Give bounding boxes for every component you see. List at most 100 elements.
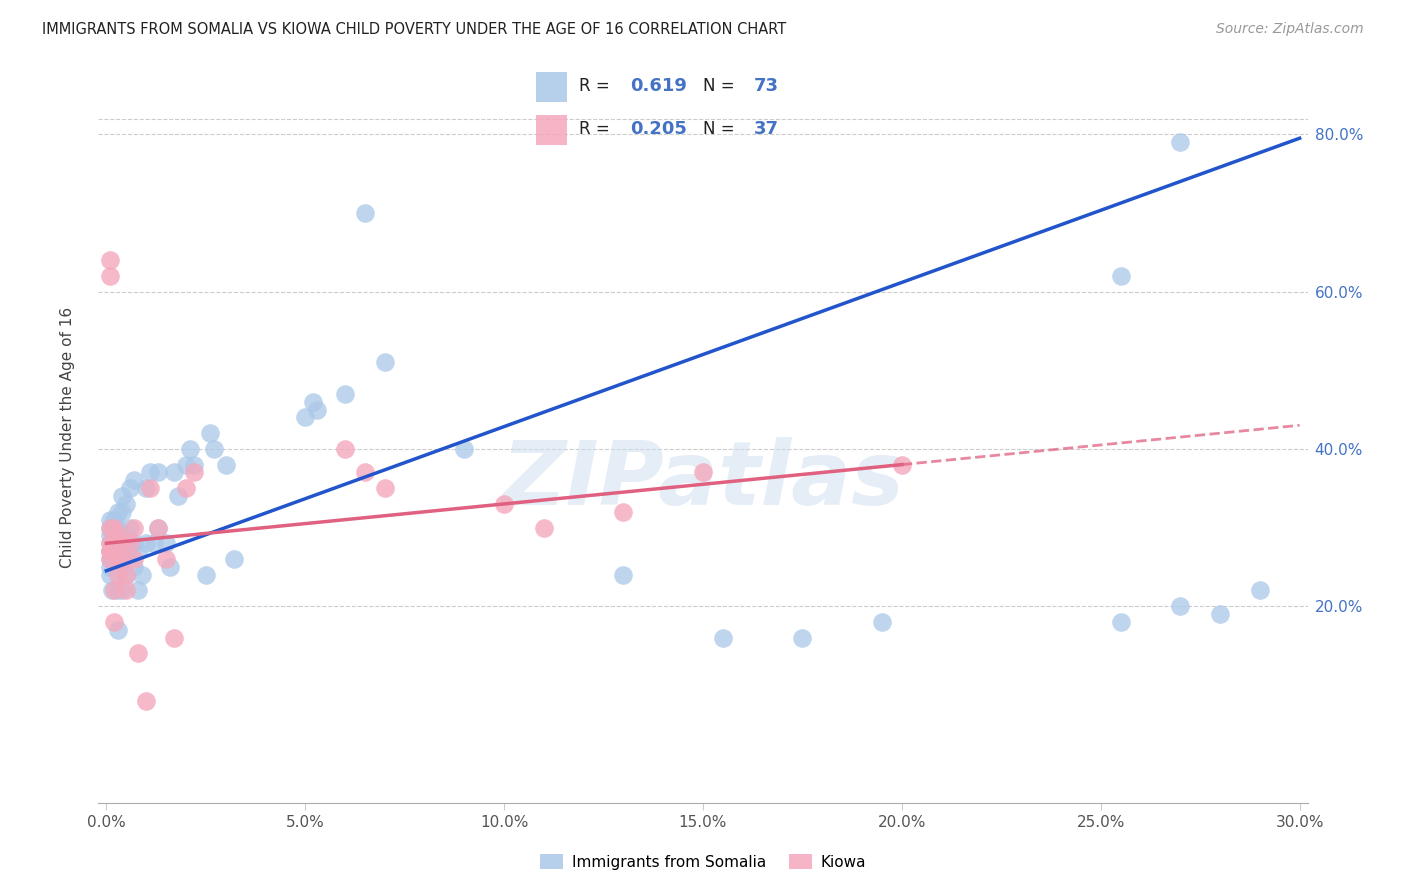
Point	[354, 206, 377, 220]
Point	[302, 394, 325, 409]
Point	[98, 559, 121, 574]
Point	[127, 544, 149, 558]
Point	[135, 481, 157, 495]
Text: N =: N =	[703, 120, 740, 138]
Point	[163, 631, 186, 645]
Point	[1168, 599, 1191, 614]
Point	[98, 536, 121, 550]
Point	[98, 544, 121, 558]
Point	[120, 481, 142, 495]
Point	[111, 536, 134, 550]
Point	[163, 466, 186, 480]
Point	[612, 567, 634, 582]
Text: 37: 37	[754, 120, 779, 138]
Point	[122, 552, 145, 566]
Point	[135, 536, 157, 550]
Point	[131, 567, 153, 582]
Point	[115, 583, 138, 598]
Point	[122, 520, 145, 534]
Point	[111, 552, 134, 566]
Text: IMMIGRANTS FROM SOMALIA VS KIOWA CHILD POVERTY UNDER THE AGE OF 16 CORRELATION C: IMMIGRANTS FROM SOMALIA VS KIOWA CHILD P…	[42, 22, 786, 37]
Point	[111, 583, 134, 598]
Text: R =: R =	[579, 78, 614, 95]
Point	[103, 615, 125, 629]
Point	[374, 355, 396, 369]
Point	[103, 520, 125, 534]
Point	[194, 567, 217, 582]
Point	[103, 536, 125, 550]
Point	[146, 520, 169, 534]
Point	[103, 520, 125, 534]
Point	[115, 567, 138, 582]
Point	[354, 466, 377, 480]
Point	[139, 466, 162, 480]
Point	[115, 544, 138, 558]
Point	[202, 442, 225, 456]
Point	[333, 387, 356, 401]
Point	[107, 552, 129, 566]
Point	[107, 528, 129, 542]
Point	[127, 583, 149, 598]
Point	[1109, 615, 1132, 629]
Point	[183, 466, 205, 480]
Point	[692, 466, 714, 480]
Point	[98, 544, 121, 558]
Point	[494, 497, 516, 511]
Point	[98, 268, 121, 283]
Point	[890, 458, 912, 472]
Point	[333, 442, 356, 456]
Text: R =: R =	[579, 120, 614, 138]
Point	[120, 536, 142, 550]
Point	[107, 536, 129, 550]
Point	[792, 631, 814, 645]
Point	[179, 442, 201, 456]
Point	[120, 520, 142, 534]
Point	[98, 528, 121, 542]
Point	[115, 528, 138, 542]
Point	[98, 520, 121, 534]
Point	[103, 552, 125, 566]
Point	[120, 544, 142, 558]
Point	[870, 615, 893, 629]
Point	[374, 481, 396, 495]
Bar	[536, 72, 567, 102]
Point	[98, 253, 121, 268]
Point	[98, 552, 121, 566]
Point	[174, 481, 197, 495]
Point	[612, 505, 634, 519]
Point	[107, 567, 129, 582]
Point	[115, 567, 138, 582]
Point	[143, 536, 166, 550]
Point	[98, 536, 121, 550]
Point	[103, 544, 125, 558]
Point	[103, 528, 125, 542]
Bar	[536, 115, 567, 145]
Point	[183, 458, 205, 472]
Point	[107, 520, 129, 534]
Text: N =: N =	[703, 78, 740, 95]
Point	[98, 567, 121, 582]
Point	[222, 552, 245, 566]
Point	[101, 583, 124, 598]
Point	[122, 559, 145, 574]
Point	[98, 520, 121, 534]
Point	[103, 583, 125, 598]
Point	[307, 402, 329, 417]
Text: 0.205: 0.205	[630, 120, 688, 138]
Point	[1168, 135, 1191, 149]
Point	[1249, 583, 1271, 598]
Point	[215, 458, 238, 472]
Point	[453, 442, 475, 456]
Point	[135, 693, 157, 707]
Text: ZIPatlas: ZIPatlas	[502, 437, 904, 524]
Point	[111, 536, 134, 550]
Point	[111, 489, 134, 503]
Point	[111, 505, 134, 519]
Point	[294, 410, 316, 425]
Point	[111, 552, 134, 566]
Point	[115, 497, 138, 511]
Point	[155, 552, 177, 566]
Point	[1209, 607, 1232, 621]
Point	[174, 458, 197, 472]
Point	[146, 520, 169, 534]
